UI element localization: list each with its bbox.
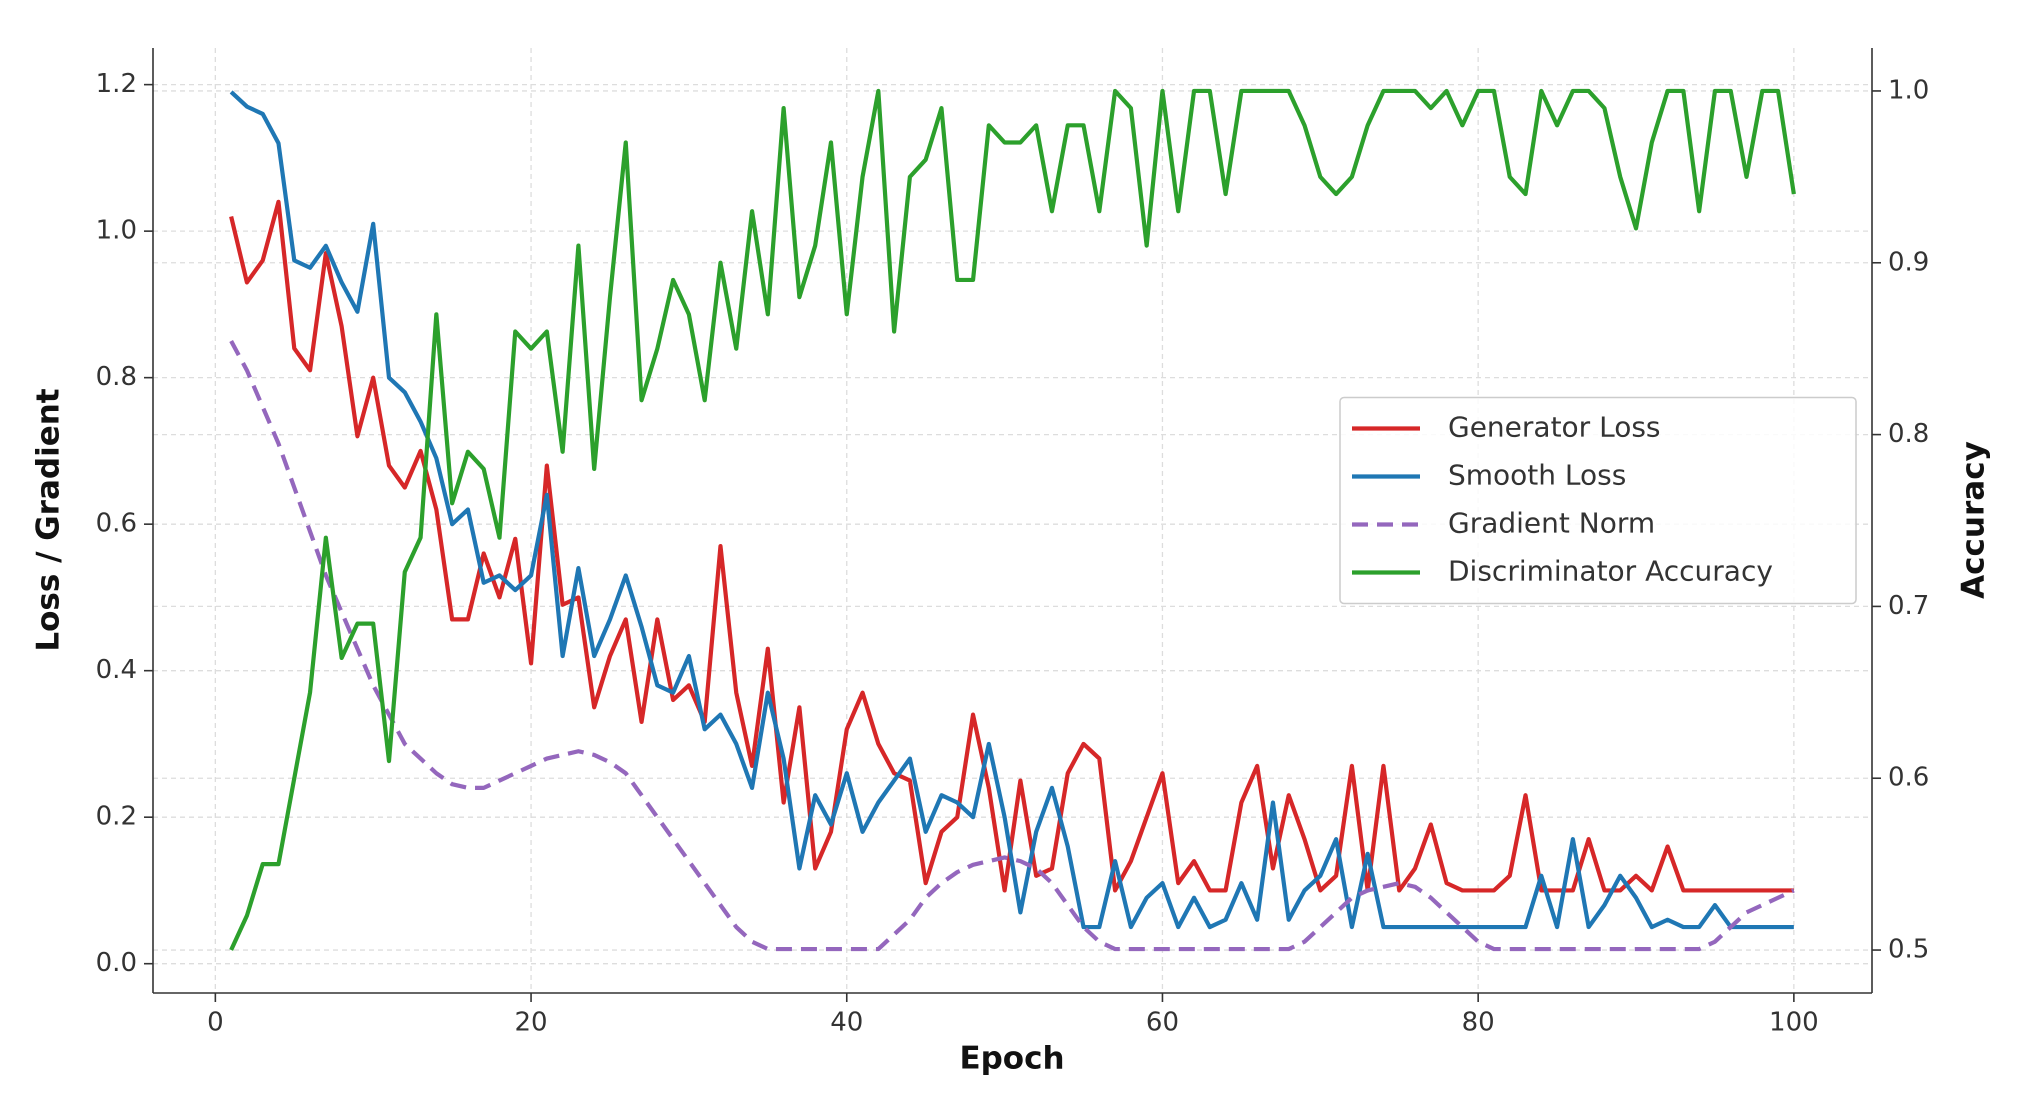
y2-tick-label: 0.8 — [1888, 419, 1929, 449]
series-line — [229, 90, 1794, 930]
x-tick-label: 0 — [207, 1008, 224, 1038]
y2-axis-label: Accuracy — [1956, 441, 1992, 599]
legend-box — [1339, 396, 1857, 605]
x-tick-label: 20 — [515, 1008, 548, 1038]
x-tick-label: 80 — [1462, 1008, 1495, 1038]
y-tick-label: 0.4 — [96, 655, 137, 685]
y-tick-label: 0.2 — [96, 802, 137, 832]
y2-tick-label: 0.6 — [1888, 763, 1929, 793]
y-tick-label: 0.0 — [96, 948, 137, 978]
legend-label: Discriminator Accuracy — [1448, 555, 1773, 588]
y-tick-label: 0.6 — [96, 509, 137, 539]
y2-tick-label: 0.7 — [1888, 591, 1929, 621]
x-tick-label: 100 — [1769, 1008, 1819, 1038]
legend-label: Generator Loss — [1448, 411, 1661, 444]
series-line — [229, 88, 1796, 951]
series-line — [229, 199, 1794, 893]
y-tick-label: 0.8 — [96, 362, 137, 392]
y2-tick-label: 1.0 — [1888, 75, 1929, 105]
y-tick-label: 1.0 — [96, 216, 137, 246]
legend-label: Smooth Loss — [1448, 459, 1626, 492]
y-tick-label: 1.2 — [96, 69, 137, 99]
x-tick-label: 40 — [830, 1008, 863, 1038]
legend-label: Gradient Norm — [1448, 507, 1655, 540]
x-axis-label: Epoch — [959, 1041, 1064, 1077]
y2-tick-label: 0.9 — [1888, 247, 1929, 277]
x-tick-label: 60 — [1146, 1008, 1179, 1038]
y-axis-label: Loss / Gradient — [31, 388, 67, 651]
legend: Generator Loss Smooth Loss Gradient Norm Di… — [1339, 396, 1857, 605]
y2-tick-label: 0.5 — [1888, 935, 1929, 965]
